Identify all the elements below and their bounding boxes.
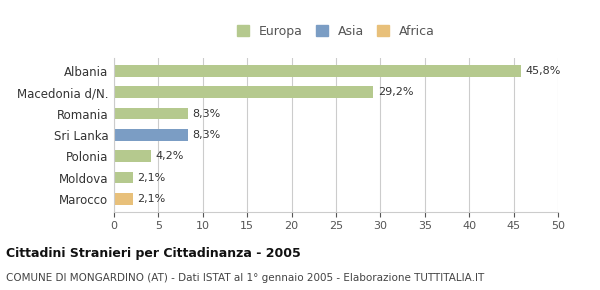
Bar bbox=[114, 172, 133, 183]
Text: 2,1%: 2,1% bbox=[137, 173, 166, 182]
Bar bbox=[114, 108, 188, 119]
Text: 4,2%: 4,2% bbox=[156, 151, 184, 161]
Text: COMUNE DI MONGARDINO (AT) - Dati ISTAT al 1° gennaio 2005 - Elaborazione TUTTITA: COMUNE DI MONGARDINO (AT) - Dati ISTAT a… bbox=[6, 273, 484, 283]
Text: 45,8%: 45,8% bbox=[525, 66, 560, 76]
Legend: Europa, Asia, Africa: Europa, Asia, Africa bbox=[233, 21, 439, 42]
Bar bbox=[114, 193, 133, 205]
Bar bbox=[114, 129, 188, 141]
Bar bbox=[114, 65, 521, 77]
Text: 29,2%: 29,2% bbox=[378, 87, 413, 97]
Bar bbox=[114, 86, 373, 98]
Text: Cittadini Stranieri per Cittadinanza - 2005: Cittadini Stranieri per Cittadinanza - 2… bbox=[6, 247, 301, 260]
Text: 8,3%: 8,3% bbox=[192, 108, 220, 119]
Text: 2,1%: 2,1% bbox=[137, 194, 166, 204]
Bar bbox=[114, 150, 151, 162]
Text: 8,3%: 8,3% bbox=[192, 130, 220, 140]
